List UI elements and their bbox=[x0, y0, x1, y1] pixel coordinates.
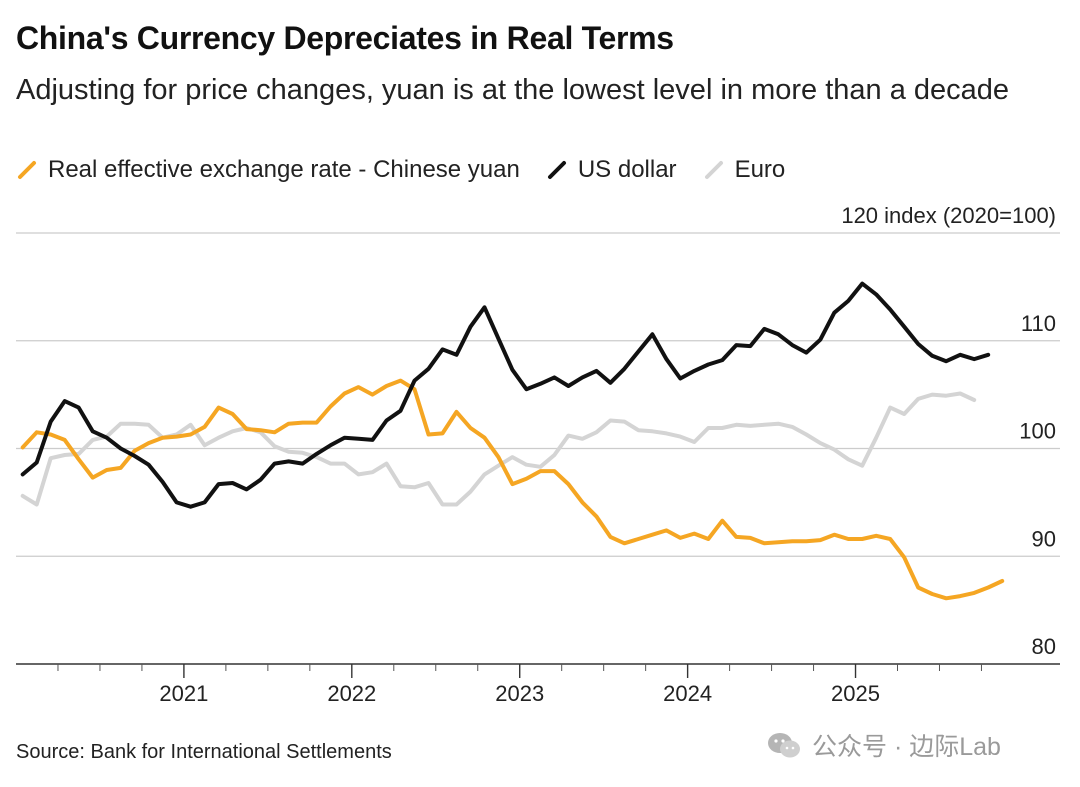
x-tick-label-2025: 2025 bbox=[831, 681, 880, 706]
chart-legend: Real effective exchange rate - Chinese y… bbox=[16, 156, 811, 184]
gridlines bbox=[16, 232, 1060, 665]
legend-swatch-yuan bbox=[18, 161, 36, 179]
x-tick-label-2024: 2024 bbox=[663, 681, 712, 706]
y-tick-label-90: 90 bbox=[1032, 526, 1056, 551]
legend-swatch-euro bbox=[704, 161, 723, 179]
y-tick-labels: 120 index (2020=100) 110 100 90 80 bbox=[841, 203, 1056, 659]
wechat-icon bbox=[768, 733, 800, 758]
y-tick-label-120: 120 index (2020=100) bbox=[841, 203, 1056, 228]
legend-label-usd: US dollar bbox=[577, 156, 677, 183]
series-lines bbox=[20, 281, 1005, 601]
legend-label-euro: Euro bbox=[734, 156, 786, 183]
x-axis: 2021 2022 2023 2024 2025 bbox=[57, 664, 982, 706]
x-tick-label-2021: 2021 bbox=[159, 681, 208, 706]
series-line-euro bbox=[20, 391, 977, 507]
legend-label-yuan: Real effective exchange rate - Chinese y… bbox=[48, 156, 520, 183]
watermark: 公众号 · 边际Lab bbox=[766, 727, 1001, 763]
legend-line-euro bbox=[704, 161, 723, 179]
legend-swatch-usd bbox=[547, 161, 566, 179]
watermark-text: 公众号 · 边际Lab bbox=[812, 733, 1001, 761]
x-tick-label-2022: 2022 bbox=[327, 681, 376, 706]
chart-title: China's Currency Depreciates in Real Ter… bbox=[16, 20, 674, 56]
legend-line-yuan bbox=[18, 161, 36, 179]
legend-item-usd: US dollar bbox=[546, 156, 677, 184]
y-tick-label-110: 110 bbox=[1021, 311, 1056, 336]
chart-subtitle: Adjusting for price changes, yuan is at … bbox=[16, 74, 1010, 106]
series-line-usd bbox=[20, 281, 991, 509]
x-tick-label-2023: 2023 bbox=[495, 681, 544, 706]
legend-item-yuan: Real effective exchange rate - Chinese y… bbox=[16, 156, 520, 184]
legend-line-usd bbox=[547, 161, 566, 179]
y-tick-label-80: 80 bbox=[1032, 634, 1056, 659]
legend-item-euro: Euro bbox=[703, 156, 786, 184]
series-line-yuan bbox=[20, 378, 1005, 601]
source-note: Source: Bank for International Settlemen… bbox=[16, 741, 392, 763]
line-chart: 2021 2022 2023 2024 2025 120 index (2020=100… bbox=[16, 203, 1060, 706]
y-tick-label-100: 100 bbox=[1019, 419, 1056, 444]
